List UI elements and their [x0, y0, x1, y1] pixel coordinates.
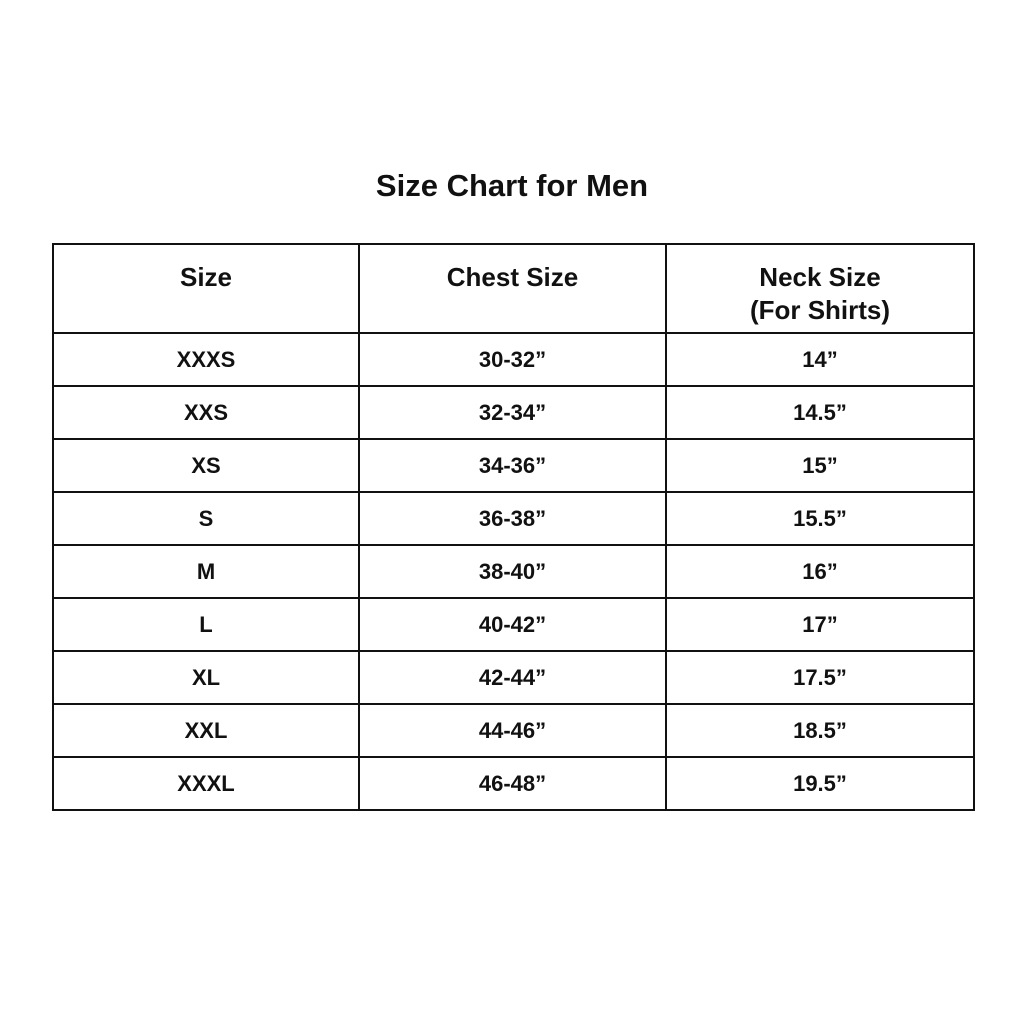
size-cell: L [52, 597, 360, 652]
size-cell: XXS [52, 385, 360, 440]
neck-size-cell: 14” [665, 332, 975, 387]
header-neck-size: Neck Size (For Shirts) [665, 243, 975, 334]
chest-size-cell: 42-44” [358, 650, 667, 705]
neck-size-cell: 17.5” [665, 650, 975, 705]
chest-size-cell: 32-34” [358, 385, 667, 440]
neck-size-cell: 19.5” [665, 756, 975, 811]
header-chest-size: Chest Size [358, 243, 667, 334]
size-cell: XXL [52, 703, 360, 758]
table-row: L 40-42” 17” [52, 597, 975, 652]
size-cell: XXXS [52, 332, 360, 387]
header-label: Chest Size [446, 262, 579, 292]
table-row: XXL 44-46” 18.5” [52, 703, 975, 758]
size-cell: XL [52, 650, 360, 705]
header-label: Neck Size [759, 262, 881, 292]
page-title: Size Chart for Men [375, 168, 649, 203]
chest-size-cell: 40-42” [358, 597, 667, 652]
chest-size-cell: 44-46” [358, 703, 667, 758]
size-cell: S [52, 491, 360, 546]
table-row: XXXL 46-48” 19.5” [52, 756, 975, 811]
chest-size-cell: 46-48” [358, 756, 667, 811]
chest-size-cell: 36-38” [358, 491, 667, 546]
size-cell: XS [52, 438, 360, 493]
chest-size-cell: 34-36” [358, 438, 667, 493]
table-row: S 36-38” 15.5” [52, 491, 975, 546]
neck-size-cell: 18.5” [665, 703, 975, 758]
neck-size-cell: 16” [665, 544, 975, 599]
size-cell: XXXL [52, 756, 360, 811]
header-label: Size [179, 262, 233, 292]
neck-size-cell: 15.5” [665, 491, 975, 546]
table-row: XL 42-44” 17.5” [52, 650, 975, 705]
chest-size-cell: 38-40” [358, 544, 667, 599]
header-row: Size Chest Size Neck Size (For Shirts) [52, 243, 975, 334]
neck-size-cell: 17” [665, 597, 975, 652]
header-sublabel: (For Shirts) [749, 295, 891, 325]
size-cell: M [52, 544, 360, 599]
neck-size-cell: 15” [665, 438, 975, 493]
chest-size-cell: 30-32” [358, 332, 667, 387]
table-row: XS 34-36” 15” [52, 438, 975, 493]
table-row: XXXS 30-32” 14” [52, 332, 975, 387]
neck-size-cell: 14.5” [665, 385, 975, 440]
table-row: XXS 32-34” 14.5” [52, 385, 975, 440]
header-size: Size [52, 243, 360, 334]
size-chart-table: Size Chest Size Neck Size (For Shirts) XX… [52, 243, 975, 811]
table-row: M 38-40” 16” [52, 544, 975, 599]
